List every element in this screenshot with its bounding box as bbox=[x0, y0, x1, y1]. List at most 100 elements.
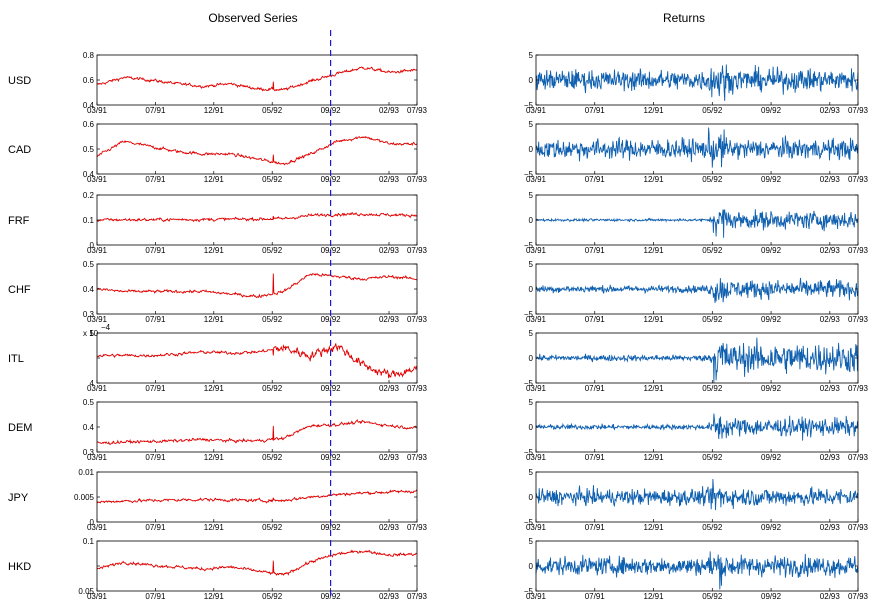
currency-label: JPY bbox=[8, 492, 29, 504]
x-tick-label: 03/91 bbox=[526, 592, 547, 601]
y-tick-label: 5 bbox=[529, 51, 534, 60]
x-tick-label: 07/91 bbox=[145, 106, 166, 115]
x-tick-label: 12/91 bbox=[644, 592, 665, 601]
currency-label: FRF bbox=[8, 215, 30, 227]
x-tick-label: 07/93 bbox=[848, 246, 869, 255]
x-tick-label: 03/91 bbox=[87, 106, 108, 115]
returns-panel-chf: 5 0 −503/91 07/91 12/91 05/92 09/92 02/93 07/93 bbox=[524, 260, 869, 324]
x-tick-label: 05/92 bbox=[702, 384, 723, 393]
x-tick-label: 02/93 bbox=[379, 592, 400, 601]
x-tick-label: 12/91 bbox=[204, 246, 225, 255]
observed-panel-usd: 0.80.60.403/9107/9112/9105/9209/9202/930… bbox=[8, 51, 428, 115]
observed-series-line-chf bbox=[96, 272, 418, 299]
x-tick-label: 05/92 bbox=[702, 175, 723, 184]
returns-series-line-itl bbox=[535, 337, 859, 383]
y-tick-label: 0 bbox=[90, 518, 95, 527]
x-tick-label: 09/92 bbox=[761, 175, 782, 184]
axes-frame bbox=[96, 471, 418, 523]
returns-series-line-jpy bbox=[535, 478, 859, 511]
x-tick-label: 02/93 bbox=[820, 246, 841, 255]
x-tick-label: 09/92 bbox=[321, 175, 342, 184]
x-tick-label: 07/91 bbox=[585, 106, 606, 115]
y-tick-label: 5 bbox=[529, 191, 534, 200]
y-tick-label: −5 bbox=[524, 170, 534, 179]
x-tick-label: 05/92 bbox=[262, 175, 283, 184]
x-tick-label: 07/93 bbox=[848, 315, 869, 324]
x-tick-label: 09/92 bbox=[321, 315, 342, 324]
axes-frame bbox=[96, 401, 418, 453]
x-tick-label: 09/92 bbox=[761, 592, 782, 601]
x-tick-label: 12/91 bbox=[644, 384, 665, 393]
y-tick-label: 0.6 bbox=[83, 120, 95, 129]
x-tick-label: 02/93 bbox=[820, 523, 841, 532]
x-tick-label: 05/92 bbox=[262, 246, 283, 255]
y-tick-label: 0.5 bbox=[83, 398, 95, 407]
x-tick-label: 12/91 bbox=[204, 592, 225, 601]
y-tick-label: 0.6 bbox=[83, 76, 95, 85]
y-tick-label: −5 bbox=[524, 587, 534, 596]
y-tick-label: 0 bbox=[529, 216, 534, 225]
observed-panel-chf: 0.5 0.4 0.303/91 07/91 12/91 05/92 09/92 02/93 0… bbox=[8, 260, 428, 324]
x-tick-label: 03/91 bbox=[87, 592, 108, 601]
x-tick-label: 05/92 bbox=[262, 106, 283, 115]
x-tick-label: 12/91 bbox=[644, 453, 665, 462]
x-tick-label: 12/91 bbox=[644, 523, 665, 532]
y-tick-label: 5 bbox=[529, 537, 534, 546]
y-tick-label: 5 bbox=[529, 120, 534, 129]
x-tick-label: 03/91 bbox=[526, 315, 547, 324]
x-tick-label: 12/91 bbox=[204, 384, 225, 393]
axes-frame bbox=[96, 332, 418, 384]
x-tick-label: 07/91 bbox=[585, 453, 606, 462]
left-panel-title: Observed Series bbox=[208, 11, 297, 25]
x-tick-label: 03/91 bbox=[526, 175, 547, 184]
x-tick-label: 03/91 bbox=[526, 453, 547, 462]
x-tick-label: 07/93 bbox=[407, 106, 428, 115]
returns-series-line-usd bbox=[535, 64, 859, 101]
returns-panel-hkd: 5 0 −503/91 07/91 12/91 05/92 09/92 02/93 07/93 bbox=[524, 537, 869, 601]
returns-panel-jpy: 5 0 −503/91 07/91 12/91 05/92 09/92 02/93 07/93 bbox=[524, 468, 869, 532]
x-tick-label: 03/91 bbox=[87, 315, 108, 324]
x-tick-label: 12/91 bbox=[204, 453, 225, 462]
y-exponent-label: x 10 bbox=[83, 329, 99, 338]
observed-series-line-hkd bbox=[96, 549, 418, 576]
y-tick-label: 0.4 bbox=[83, 423, 95, 432]
y-tick-label: 0.01 bbox=[78, 468, 94, 477]
y-tick-label: −5 bbox=[524, 518, 534, 527]
x-tick-label: 09/92 bbox=[761, 106, 782, 115]
observed-series-line-dem bbox=[96, 419, 418, 445]
y-tick-label: 0.3 bbox=[83, 448, 95, 457]
y-tick-label: 0.1 bbox=[83, 537, 95, 546]
panel-grid: 0.80.60.403/9107/9112/9105/9209/9202/930… bbox=[8, 30, 869, 601]
x-tick-label: 09/92 bbox=[761, 523, 782, 532]
x-tick-label: 07/93 bbox=[407, 384, 428, 393]
x-tick-label: 05/92 bbox=[262, 592, 283, 601]
y-tick-label: 0 bbox=[90, 241, 95, 250]
returns-series-line-cad bbox=[535, 127, 859, 168]
x-tick-label: 07/93 bbox=[848, 175, 869, 184]
y-tick-label: 5 bbox=[529, 398, 534, 407]
x-tick-label: 07/91 bbox=[585, 523, 606, 532]
axes-frame bbox=[96, 540, 418, 592]
x-tick-label: 07/91 bbox=[585, 315, 606, 324]
x-tick-label: 02/93 bbox=[379, 175, 400, 184]
x-tick-label: 05/92 bbox=[262, 523, 283, 532]
observed-panel-dem: 0.5 0.4 0.303/91 07/91 12/91 05/92 09/92 02/93 0… bbox=[8, 398, 428, 462]
returns-series-line-chf bbox=[535, 277, 859, 303]
right-panel-title: Returns bbox=[663, 11, 705, 25]
y-tick-label: −5 bbox=[524, 310, 534, 319]
x-tick-label: 09/92 bbox=[321, 453, 342, 462]
x-tick-label: 03/91 bbox=[526, 523, 547, 532]
y-tick-label: 0.4 bbox=[83, 170, 95, 179]
x-tick-label: 07/91 bbox=[145, 453, 166, 462]
x-tick-label: 07/91 bbox=[145, 592, 166, 601]
x-tick-label: 09/92 bbox=[761, 246, 782, 255]
x-tick-label: 03/91 bbox=[87, 453, 108, 462]
observed-series-line-itl bbox=[96, 343, 418, 379]
returns-series-line-hkd bbox=[535, 551, 859, 590]
y-tick-label: 4 bbox=[90, 379, 95, 388]
observed-series-line-cad bbox=[96, 136, 418, 166]
x-tick-label: 02/93 bbox=[379, 106, 400, 115]
x-tick-label: 05/92 bbox=[702, 106, 723, 115]
x-tick-label: 02/93 bbox=[379, 384, 400, 393]
x-tick-label: 12/91 bbox=[644, 315, 665, 324]
